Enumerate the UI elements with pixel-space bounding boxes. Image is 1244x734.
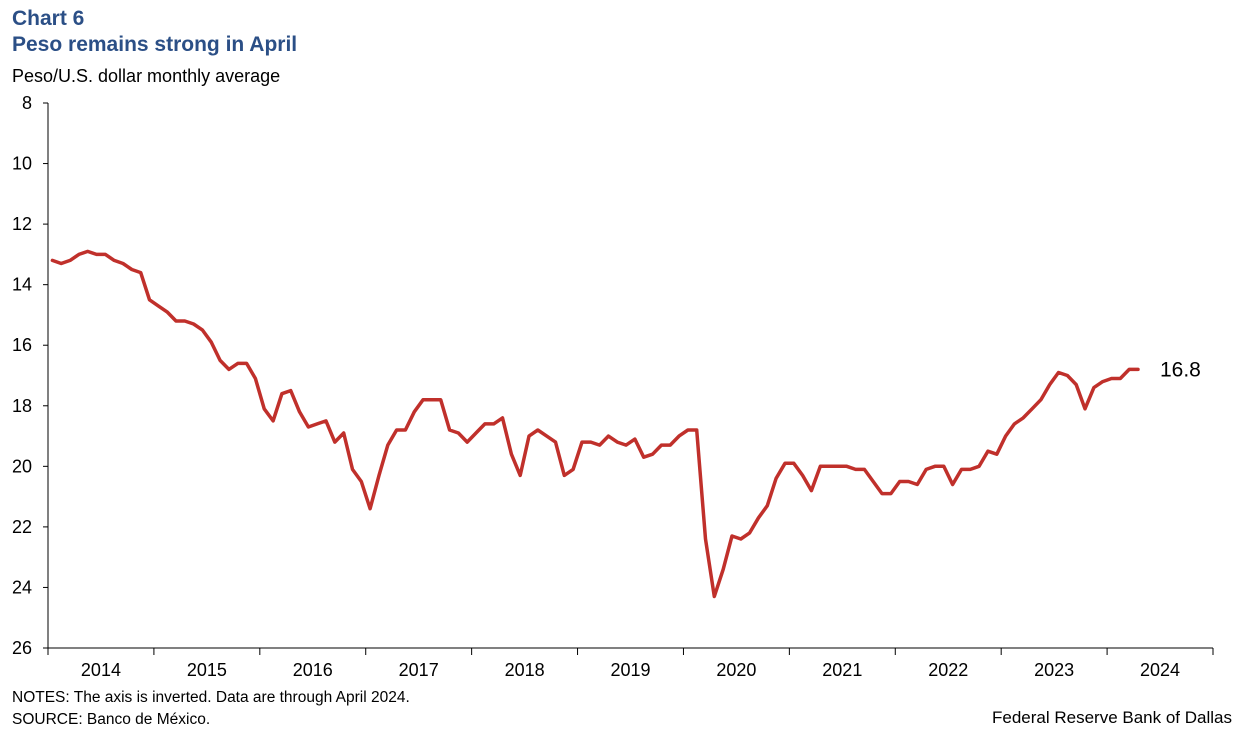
x-tick-label: 2020 xyxy=(716,660,756,680)
x-axis: 2014 2015 2016 2017 2018 2019 2020 2021 2022 2023… xyxy=(47,647,1214,680)
x-tick-label: 2017 xyxy=(399,660,439,680)
x-tick-label: 2021 xyxy=(822,660,862,680)
chart-label: Chart 6 xyxy=(12,7,85,30)
y-tick-label: 8 xyxy=(22,93,32,113)
y-tick-label: 10 xyxy=(12,154,32,174)
credit-text: Federal Reserve Bank of Dallas xyxy=(991,708,1232,727)
y-tick-label: 26 xyxy=(12,638,32,658)
notes-text: NOTES: The axis is inverted. Data are th… xyxy=(12,689,410,706)
y-axis: 8 10 12 14 16 18 20 22 24 26 xyxy=(12,93,49,658)
y-tick-label: 14 xyxy=(12,275,32,295)
chart-title: Peso remains strong in April xyxy=(12,33,298,56)
end-value-label: 16.8 xyxy=(1160,358,1201,381)
annotations: 16.8 xyxy=(1160,358,1201,381)
x-tick-label: 2022 xyxy=(928,660,968,680)
y-tick-label: 12 xyxy=(12,214,32,234)
x-tick-label: 2018 xyxy=(505,660,545,680)
y-tick-label: 18 xyxy=(12,396,32,416)
x-tick-label: 2019 xyxy=(610,660,650,680)
peso-usd-line xyxy=(50,249,1140,599)
y-axis-units-label: Peso/U.S. dollar monthly average xyxy=(12,66,281,86)
x-tick-label: 2015 xyxy=(187,660,227,680)
source-text: SOURCE: Banco de México. xyxy=(12,711,211,728)
x-tick-label: 2016 xyxy=(293,660,333,680)
x-tick-label: 2014 xyxy=(81,660,121,680)
y-tick-label: 24 xyxy=(12,577,32,597)
x-tick-label: 2023 xyxy=(1034,660,1074,680)
x-tick-label: 2024 xyxy=(1140,660,1180,680)
y-tick-label: 20 xyxy=(12,456,32,476)
y-tick-label: 22 xyxy=(12,517,32,537)
notes-block: NOTES: The axis is inverted. Data are th… xyxy=(12,687,410,731)
y-tick-label: 16 xyxy=(12,335,32,355)
series-group xyxy=(50,249,1140,599)
